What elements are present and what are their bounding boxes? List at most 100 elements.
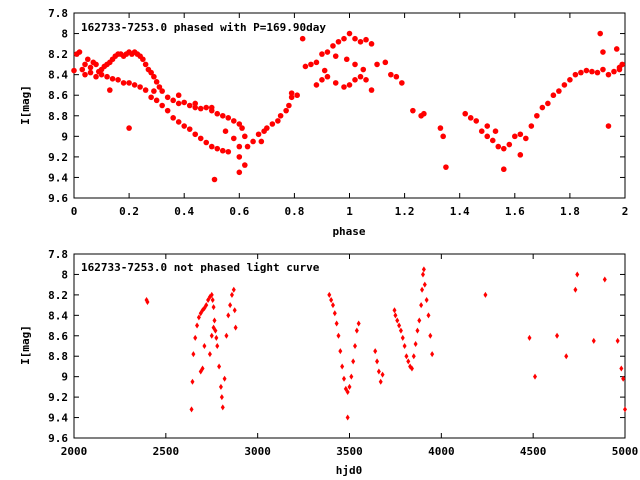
data-point	[360, 66, 367, 73]
data-point	[198, 368, 203, 375]
chart-title: 162733-7253.0 phased with P=169.90day	[81, 21, 326, 34]
data-point	[242, 162, 248, 168]
x-tick-label: 0	[71, 205, 78, 218]
data-point	[299, 35, 306, 42]
data-point	[153, 97, 160, 104]
x-tick-label: 0.8	[284, 205, 304, 218]
y-tick-label: 9.2	[48, 151, 68, 164]
data-point	[324, 73, 331, 80]
data-point	[615, 337, 620, 344]
x-tick-label: 0.6	[229, 205, 249, 218]
data-point	[236, 154, 243, 160]
data-point	[332, 80, 339, 86]
data-point	[392, 307, 397, 314]
data-point	[211, 176, 218, 183]
data-point	[346, 30, 353, 37]
data-point	[230, 118, 237, 124]
data-point	[351, 358, 356, 365]
data-point	[363, 77, 369, 83]
data-point	[164, 107, 171, 114]
data-point	[428, 332, 433, 339]
data-point	[357, 73, 364, 80]
data-point	[578, 69, 584, 76]
data-point	[236, 121, 243, 127]
data-point	[202, 343, 207, 349]
x-tick-label: 5000	[612, 445, 639, 458]
data-point	[203, 104, 210, 111]
data-point	[443, 164, 449, 170]
data-point	[258, 138, 265, 145]
data-point	[398, 327, 403, 334]
data-point	[395, 317, 400, 324]
data-point	[329, 297, 334, 303]
data-point	[232, 307, 237, 314]
x-tick-label: 2	[622, 205, 629, 218]
data-point	[211, 324, 216, 331]
data-point	[341, 84, 347, 90]
data-point	[420, 271, 425, 278]
x-axis-label: phase	[332, 225, 365, 238]
data-point	[175, 92, 182, 99]
data-point	[82, 61, 88, 68]
data-point	[600, 66, 606, 73]
data-point	[613, 46, 620, 52]
data-point	[76, 49, 83, 55]
data-point	[319, 51, 325, 57]
data-point	[619, 365, 624, 372]
data-point	[478, 128, 485, 134]
data-point	[467, 115, 474, 121]
data-point	[335, 38, 342, 45]
data-point	[137, 84, 143, 90]
data-point	[567, 77, 573, 83]
data-point	[527, 334, 532, 341]
data-point	[591, 337, 596, 344]
data-point	[217, 363, 222, 370]
y-axis-label: I[mag]	[19, 85, 32, 125]
data-point	[109, 75, 116, 82]
tick-marks	[73, 253, 626, 439]
y-tick-labels: 7.8 8 8.2 8.4 8.6 8.8 9 9.2 9.4 9.6	[48, 248, 68, 445]
data-point	[575, 271, 580, 278]
data-point	[616, 66, 623, 73]
plot-frame	[73, 253, 626, 439]
y-tick-label: 9.6	[48, 192, 68, 205]
data-point	[228, 302, 233, 309]
data-point	[561, 82, 568, 88]
data-point	[400, 334, 405, 341]
y-tick-label: 8.6	[48, 89, 68, 102]
data-point	[378, 378, 383, 385]
data-point	[190, 378, 195, 385]
y-tick-label: 9	[61, 130, 68, 143]
data-point	[313, 59, 320, 66]
data-point	[220, 404, 225, 411]
data-point	[539, 104, 546, 111]
x-tick-label: 0.2	[119, 205, 139, 218]
data-point	[212, 317, 217, 324]
data-point	[411, 353, 416, 360]
data-point	[572, 71, 579, 78]
data-point	[175, 119, 182, 125]
data-point	[233, 324, 238, 331]
data-point	[71, 67, 77, 74]
y-tick-label: 9.4	[48, 412, 68, 425]
phased-light-curve-panel: 0 0.2 0.4 0.6 0.8 1 1.2 1.4 1.6 1.8 2 7.8 8 8.2 8.4 8.…	[19, 7, 628, 238]
data-point	[222, 128, 229, 134]
data-point	[506, 141, 513, 148]
data-point	[98, 71, 105, 78]
data-point	[550, 92, 557, 99]
data-point	[375, 358, 380, 365]
data-point	[204, 302, 209, 309]
data-point	[209, 332, 214, 339]
data-point	[341, 375, 346, 382]
data-point	[288, 94, 295, 101]
data-point	[356, 320, 361, 327]
data-point	[181, 99, 187, 106]
data-point	[288, 90, 295, 96]
data-point	[192, 104, 199, 111]
data-point	[353, 343, 358, 349]
data-point	[583, 67, 590, 74]
data-point	[186, 126, 193, 132]
data-point	[192, 100, 199, 107]
data-point	[79, 66, 86, 73]
